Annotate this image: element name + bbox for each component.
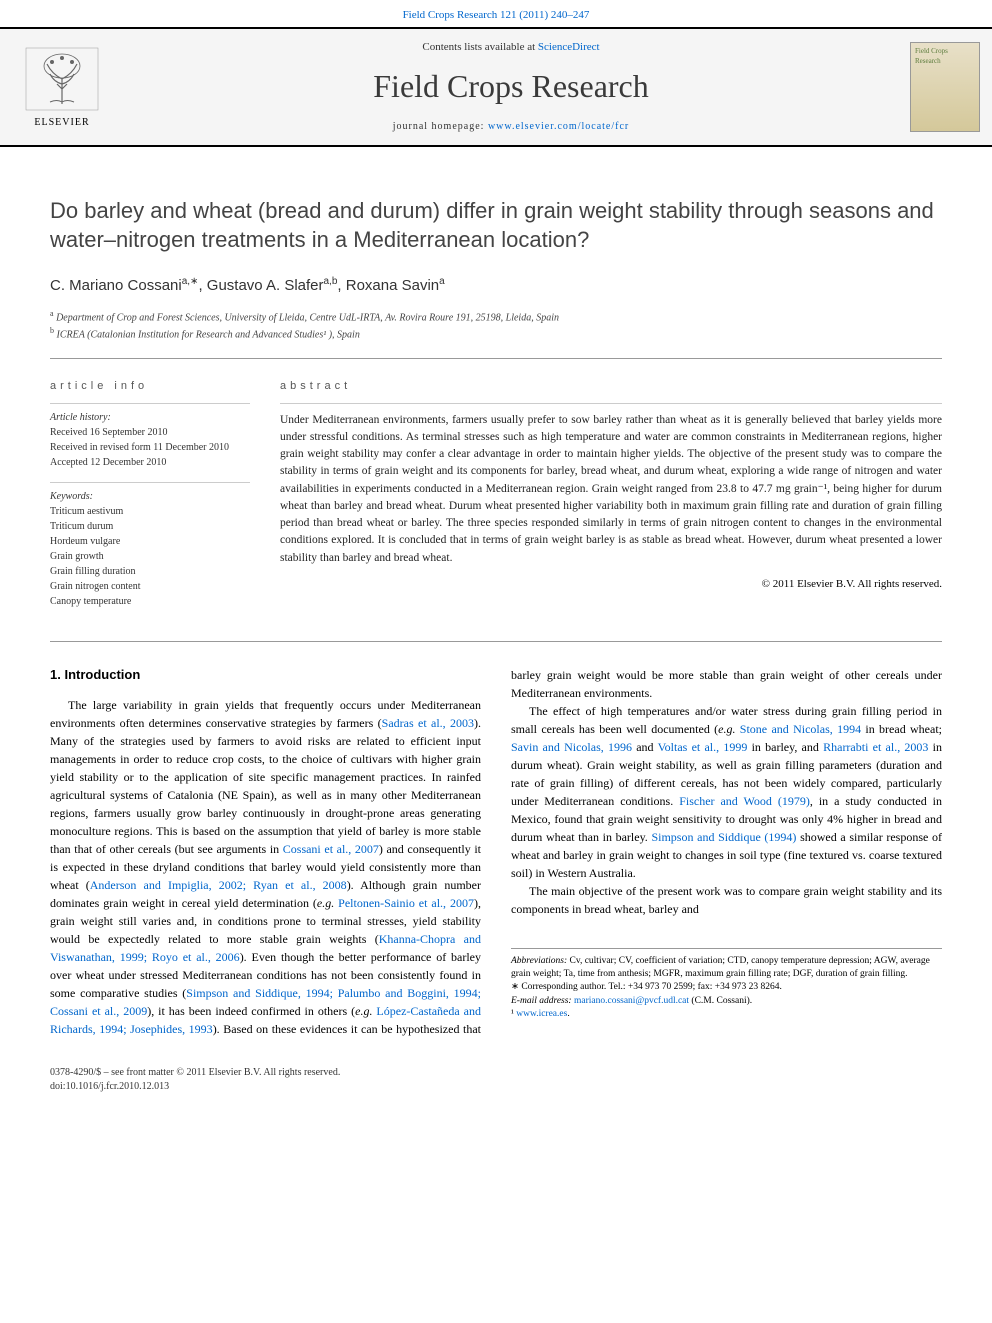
icrea-link[interactable]: www.icrea.es bbox=[516, 1009, 567, 1019]
cover-title: Field Crops Research bbox=[915, 47, 975, 67]
corresponding-author: ∗ Corresponding author. Tel.: +34 973 70… bbox=[511, 981, 942, 994]
abbrev-text: Cv, cultivar; CV, coefficient of variati… bbox=[511, 956, 930, 979]
footnote-1: ¹ www.icrea.es. bbox=[511, 1008, 942, 1021]
keywords-block: Keywords: Triticum aestivumTriticum duru… bbox=[50, 482, 250, 609]
journal-citation: Field Crops Research 121 (2011) 240–247 bbox=[0, 0, 992, 27]
article-history: Article history: Received 16 September 2… bbox=[50, 403, 250, 470]
received-date: Received 16 September 2010 bbox=[50, 427, 167, 438]
intro-heading: 1. Introduction bbox=[50, 666, 481, 684]
main-body: 1. Introduction The large variability in… bbox=[50, 666, 942, 1038]
keywords-list: Triticum aestivumTriticum durumHordeum v… bbox=[50, 504, 250, 609]
keyword: Triticum durum bbox=[50, 519, 250, 534]
abstract-column: abstract Under Mediterranean environment… bbox=[280, 379, 942, 620]
homepage-link[interactable]: www.elsevier.com/locate/fcr bbox=[488, 121, 629, 132]
journal-cover-thumbnail: Field Crops Research bbox=[910, 42, 980, 132]
homepage-link-row: journal homepage: www.elsevier.com/locat… bbox=[112, 120, 910, 134]
doi-label: doi: bbox=[50, 1081, 66, 1092]
elsevier-tree-icon bbox=[22, 44, 102, 114]
accepted-date: Accepted 12 December 2010 bbox=[50, 457, 166, 468]
keyword: Hordeum vulgare bbox=[50, 534, 250, 549]
front-matter: 0378-4290/$ – see front matter © 2011 El… bbox=[50, 1066, 942, 1080]
abstract-text: Under Mediterranean environments, farmer… bbox=[280, 412, 942, 567]
abstract-divider bbox=[280, 403, 942, 404]
homepage-label: journal homepage: bbox=[393, 121, 488, 132]
article-info-column: article info Article history: Received 1… bbox=[50, 379, 250, 620]
elsevier-label: ELSEVIER bbox=[34, 116, 89, 130]
footer: 0378-4290/$ – see front matter © 2011 El… bbox=[0, 1066, 992, 1114]
intro-paragraph-2: The effect of high temperatures and/or w… bbox=[511, 702, 942, 882]
journal-name: Field Crops Research bbox=[112, 64, 910, 109]
article-title: Do barley and wheat (bread and durum) di… bbox=[50, 197, 942, 254]
email-name: (C.M. Cossani). bbox=[689, 996, 752, 1006]
abstract-copyright: © 2011 Elsevier B.V. All rights reserved… bbox=[280, 577, 942, 592]
history-label: Article history: bbox=[50, 412, 111, 423]
abbreviations: Abbreviations: Cv, cultivar; CV, coeffic… bbox=[511, 955, 942, 982]
journal-header: ELSEVIER Contents lists available at Sci… bbox=[0, 27, 992, 147]
citation-link[interactable]: Field Crops Research 121 (2011) 240–247 bbox=[403, 9, 590, 21]
divider bbox=[50, 358, 942, 359]
footnotes: Abbreviations: Cv, cultivar; CV, coeffic… bbox=[511, 948, 942, 1021]
keywords-label: Keywords: bbox=[50, 491, 93, 502]
keyword: Grain filling duration bbox=[50, 564, 250, 579]
doi-row: doi:10.1016/j.fcr.2010.12.013 bbox=[50, 1080, 942, 1094]
sciencedirect-link[interactable]: ScienceDirect bbox=[538, 41, 600, 53]
abbrev-label: Abbreviations: bbox=[511, 956, 567, 966]
keyword: Triticum aestivum bbox=[50, 504, 250, 519]
email-row: E-mail address: mariano.cossani@pvcf.udl… bbox=[511, 995, 942, 1008]
email-label: E-mail address: bbox=[511, 996, 572, 1006]
revised-date: Received in revised form 11 December 201… bbox=[50, 442, 229, 453]
email-link[interactable]: mariano.cossani@pvcf.udl.cat bbox=[574, 996, 689, 1006]
intro-paragraph-3: The main objective of the present work w… bbox=[511, 882, 942, 918]
abstract-header: abstract bbox=[280, 379, 942, 394]
elsevier-logo: ELSEVIER bbox=[12, 37, 112, 137]
keyword: Canopy temperature bbox=[50, 594, 250, 609]
affiliation-b: b ICREA (Catalonian Institution for Rese… bbox=[50, 325, 942, 342]
contents-available: Contents lists available at ScienceDirec… bbox=[112, 40, 910, 55]
footnote1-post: . bbox=[567, 1009, 569, 1019]
keyword: Grain nitrogen content bbox=[50, 579, 250, 594]
affiliations: a Department of Crop and Forest Sciences… bbox=[50, 308, 942, 343]
article-info-header: article info bbox=[50, 379, 250, 394]
doi-link[interactable]: 10.1016/j.fcr.2010.12.013 bbox=[66, 1081, 170, 1092]
affiliation-a: a Department of Crop and Forest Sciences… bbox=[50, 308, 942, 325]
contents-text: Contents lists available at bbox=[422, 41, 537, 53]
keyword: Grain growth bbox=[50, 549, 250, 564]
authors: C. Mariano Cossania,∗, Gustavo A. Slafer… bbox=[50, 275, 942, 296]
journal-header-center: Contents lists available at ScienceDirec… bbox=[112, 40, 910, 134]
